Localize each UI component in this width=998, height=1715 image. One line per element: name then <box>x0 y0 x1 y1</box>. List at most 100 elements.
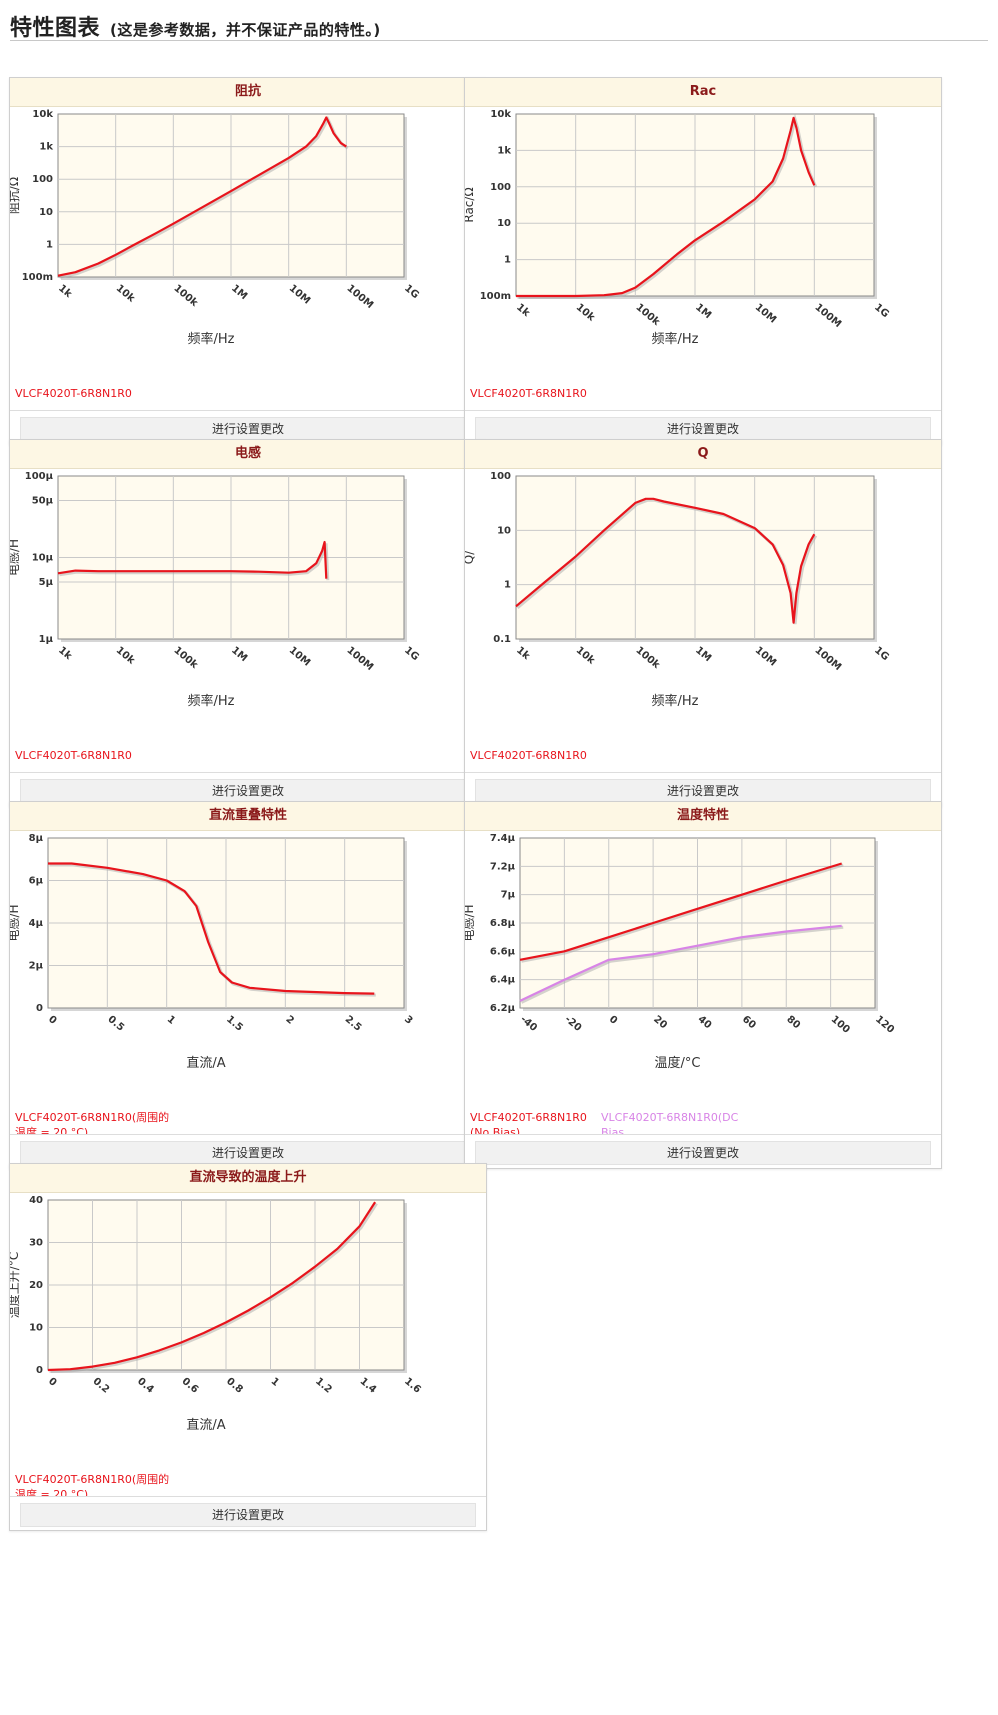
y-tick-label: 1k <box>39 142 53 153</box>
y-tick-label: 0 <box>36 1003 43 1014</box>
series-line-0 <box>515 497 816 624</box>
panel-footer: 进行设置更改 <box>10 1134 486 1168</box>
x-tick-label: 1.6 <box>402 1376 423 1396</box>
settings-change-button[interactable]: 进行设置更改 <box>20 417 476 441</box>
settings-change-button[interactable]: 进行设置更改 <box>20 779 476 803</box>
y-tick-label: 6.6µ <box>490 946 516 957</box>
y-tick-label: 1 <box>504 255 511 266</box>
y-tick-label: 7.4µ <box>490 833 516 844</box>
y-axis-title: 电感/H <box>10 904 21 941</box>
y-tick-label: 7µ <box>501 890 516 901</box>
x-tick-label: 1.5 <box>224 1014 245 1034</box>
x-tick-label: 1G <box>872 302 891 320</box>
x-tick-label: 100M <box>812 645 843 673</box>
x-tick-label: 1 <box>165 1014 177 1027</box>
series-shadow <box>521 863 844 963</box>
y-tick-label: 0 <box>36 1365 43 1376</box>
x-axis-title: 温度/°C <box>655 1055 701 1071</box>
y-tick-label: 100m <box>480 291 511 302</box>
legend-entry: VLCF4020T-6R8N1R0 <box>470 387 587 400</box>
y-axis-title: 阻抗/Ω <box>10 177 21 214</box>
y-tick-label: 8µ <box>29 833 44 844</box>
x-axis-title: 频率/Hz <box>652 693 699 709</box>
x-tick-label: 120 <box>873 1014 896 1036</box>
x-tick-label: 0 <box>607 1014 619 1027</box>
x-tick-label: 0.6 <box>180 1376 201 1396</box>
y-tick-label: 30 <box>29 1238 43 1249</box>
y-tick-label: 10µ <box>32 553 54 564</box>
y-tick-label: 20 <box>29 1280 43 1291</box>
y-tick-label: 6.2µ <box>490 1003 516 1014</box>
panel-footer: 进行设置更改 <box>465 410 941 444</box>
y-tick-label: 100m <box>22 272 53 283</box>
x-tick-label: 0.4 <box>135 1376 156 1396</box>
chart-svg: 0 2µ 4µ 6µ 8µ 0 0.5 1 1.5 2 2.5 3 直流/A 电感/H <box>6 833 415 1071</box>
chart-panel-rac: Rac 100m 1 10 100 1k 10k 1k 10k 100k 1M 10M 100M 1G 频率… <box>462 77 942 445</box>
x-tick-label: 100 <box>829 1014 852 1036</box>
settings-change-button[interactable]: 进行设置更改 <box>475 417 931 441</box>
x-axis-title: 直流/A <box>186 1418 225 1433</box>
x-tick-label: 3 <box>402 1014 414 1027</box>
chart-svg: 1µ 5µ 10µ 50µ 100µ 1k 10k 100k 1M 10M 100M 1G 频率/Hz 电… <box>6 471 421 709</box>
chart-area: 0 10 20 30 40 0 0.2 0.4 0.6 0.8 1 1.2 1.4 1.6 直流/A 温度上升… <box>6 1193 486 1463</box>
series-line-0 <box>57 116 347 277</box>
x-tick-label: 1.4 <box>358 1376 379 1396</box>
chart-svg: 100m 1 10 100 1k 10k 1k 10k 100k 1M 10M 100M 1G 频率/Hz… <box>462 109 891 347</box>
settings-change-button[interactable]: 进行设置更改 <box>20 1503 476 1527</box>
chart-title: 阻抗 <box>10 78 486 107</box>
y-tick-label: 10k <box>32 109 53 120</box>
x-tick-label: 10M <box>753 645 778 669</box>
y-tick-label: 50µ <box>32 496 54 507</box>
chart-area: 6.2µ 6.4µ 6.6µ 6.8µ 7µ 7.2µ 7.4µ -40 -20 0 20 40 60 8… <box>461 831 941 1101</box>
legend-entry: VLCF4020T-6R8N1R0 <box>15 749 132 762</box>
x-tick-label: 1G <box>872 645 891 663</box>
y-tick-label: 40 <box>29 1195 43 1206</box>
chart-title: 直流导致的温度上升 <box>10 1164 486 1193</box>
settings-change-button[interactable]: 进行设置更改 <box>475 1141 931 1165</box>
settings-change-button[interactable]: 进行设置更改 <box>475 779 931 803</box>
chart-title: 电感 <box>10 440 486 469</box>
x-tick-label: 10k <box>574 302 597 324</box>
chart-area: 0.1 1 10 100 1k 10k 100k 1M 10M 100M 1G 频率/Hz Q/ <box>462 469 941 739</box>
x-tick-label: 10M <box>753 302 778 326</box>
x-axis-title: 频率/Hz <box>188 693 235 709</box>
x-axis-title: 直流/A <box>186 1056 225 1071</box>
x-tick-label: 1G <box>402 283 421 301</box>
y-tick-label: 1µ <box>39 634 54 645</box>
settings-change-button[interactable]: 进行设置更改 <box>20 1141 476 1165</box>
chart-legend: VLCF4020T-6R8N1R0(周围的 温度 = 20 °C) <box>15 1110 481 1146</box>
y-tick-label: 100 <box>490 182 511 193</box>
x-axis-title: 频率/Hz <box>652 331 699 347</box>
x-tick-label: 2.5 <box>343 1014 364 1034</box>
chart-svg: 6.2µ 6.4µ 6.6µ 6.8µ 7µ 7.2µ 7.4µ -40 -20 0 20 40 60 8… <box>461 833 896 1071</box>
chart-panel-impedance: 阻抗 100m 1 10 100 1k 10k 1k 10k 100k 1M 10M 100M 1G 频率/… <box>6 77 487 445</box>
legend-entry: VLCF4020T-6R8N1R0(周围的 温度 = 20 °C) <box>15 1111 170 1139</box>
x-tick-label: 1M <box>693 302 713 321</box>
x-tick-label: 1k <box>56 283 74 300</box>
series-line-0 <box>48 862 375 995</box>
y-tick-label: 7.2µ <box>490 861 516 872</box>
x-axis-title: 频率/Hz <box>188 331 235 347</box>
chart-area: 1µ 5µ 10µ 50µ 100µ 1k 10k 100k 1M 10M 100M 1G 频率/Hz 电… <box>6 469 486 739</box>
x-tick-label: 1.2 <box>313 1376 334 1396</box>
x-tick-label: 10k <box>114 645 137 667</box>
x-tick-label: 20 <box>651 1014 669 1031</box>
chart-area: 100m 1 10 100 1k 10k 1k 10k 100k 1M 10M 100M 1G 频率/Hz… <box>462 107 941 377</box>
x-tick-label: 0 <box>46 1014 58 1027</box>
x-tick-label: 1M <box>229 283 249 302</box>
y-axis-title: 温度上升/°C <box>10 1252 21 1318</box>
y-tick-label: 1 <box>46 239 53 250</box>
legend-entry: VLCF4020T-6R8N1R0 <box>15 387 132 400</box>
y-axis-title: Rac/Ω <box>465 187 476 222</box>
chart-panel-dc-bias: 直流重叠特性 0 2µ 4µ 6µ 8µ 0 0.5 1 1.5 2 2.5 3 直流/A 电感/H VLCF… <box>6 801 487 1169</box>
y-tick-label: 1 <box>504 580 511 591</box>
panel-footer: 进行设置更改 <box>10 1496 486 1530</box>
y-tick-label: 6µ <box>29 876 44 887</box>
y-tick-label: 10 <box>497 218 511 229</box>
x-tick-label: -20 <box>562 1014 583 1034</box>
y-tick-label: 1k <box>497 145 511 156</box>
page-title: 特性图表 (这是参考数据，并不保证产品的特性。) <box>10 10 381 42</box>
x-tick-label: 10k <box>574 645 597 667</box>
series-shadow <box>59 543 330 581</box>
panel-footer: 进行设置更改 <box>10 772 486 806</box>
